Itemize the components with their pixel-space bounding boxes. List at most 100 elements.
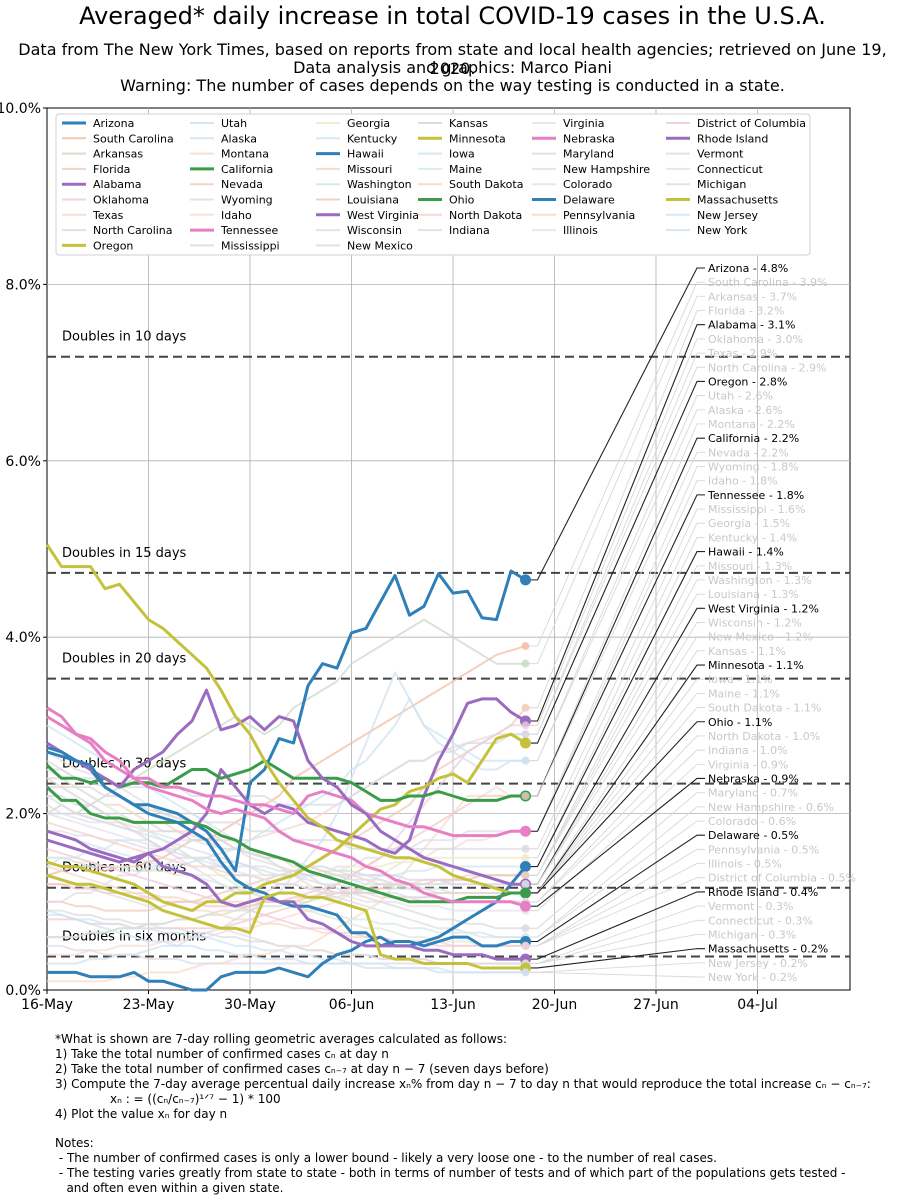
series-line-delaware (46, 746, 526, 948)
footnote-step-2: 2) Take the total number of confirmed ca… (55, 1062, 549, 1076)
series-line-virginia (46, 812, 526, 912)
end-label-pennsylvania: Pennsylvania - 0.5% (708, 843, 819, 856)
end-label-new-hampshire: New Hampshire - 0.6% (708, 801, 834, 814)
legend-label-maine: Maine (449, 163, 482, 176)
legend-label-georgia: Georgia (347, 117, 390, 130)
leader-line-north-carolina (525, 366, 705, 735)
end-label-missouri: Missouri - 1.3% (708, 560, 792, 573)
series-line-montana (47, 786, 526, 983)
series-line-hawaii (47, 865, 527, 992)
end-label-virginia: Virginia - 0.9% (708, 758, 788, 771)
end-dot-georgia (521, 853, 530, 862)
end-label-texas: Texas - 2.9% (707, 347, 777, 360)
end-label-washington: Washington - 1.3% (708, 574, 812, 587)
leader-line-new-mexico (525, 636, 705, 885)
subtitle-warning: Warning: The number of cases depends on … (120, 76, 785, 95)
leader-line-arizona (525, 267, 705, 581)
end-label-wyoming: Wyoming - 1.8% (708, 461, 799, 474)
end-label-rhode-island: Rhode Island - 0.4% (708, 886, 818, 899)
x-tick-label: 23-May (123, 997, 175, 1013)
series-line-ohio (45, 785, 526, 904)
legend-label-north-carolina: North Carolina (93, 224, 173, 237)
legend-label-minnesota: Minnesota (449, 132, 506, 145)
end-label-nebraska: Nebraska - 0.9% (708, 772, 799, 785)
leader-line-virginia (525, 763, 705, 912)
legend-label-california: California (221, 163, 273, 176)
end-label-new-jersey: New Jersey - 0.2% (708, 957, 808, 970)
end-dot-arkansas (521, 659, 530, 668)
notes-heading: Notes: (55, 1136, 94, 1150)
footnote-intro: *What is shown are 7-day rolling geometr… (55, 1032, 508, 1046)
legend-label-michigan: Michigan (697, 178, 746, 191)
legend-label-south-dakota: South Dakota (449, 178, 523, 191)
end-dot-ohio (520, 887, 531, 899)
legend-label-tennessee: Tennessee (220, 224, 279, 237)
end-label-alabama: Alabama - 3.1% (708, 319, 795, 332)
end-label-oklahoma: Oklahoma - 3.0% (708, 333, 803, 346)
end-label-nevada: Nevada - 2.2% (708, 446, 789, 459)
end-label-oregon: Oregon - 2.8% (708, 375, 787, 388)
reference-line-label: Doubles in 20 days (62, 652, 187, 667)
end-label-utah: Utah - 2.6% (708, 390, 773, 403)
leader-line-arkansas (525, 295, 705, 665)
leader-line-oregon (525, 380, 705, 744)
leader-line-nevada (525, 451, 705, 797)
legend-label-louisiana: Louisiana (347, 194, 399, 207)
x-tick-label: 06-Jun (329, 997, 375, 1013)
x-tick-label: 13-Jun (430, 997, 476, 1013)
legend-label-nevada: Nevada (221, 178, 263, 191)
legend-label-nebraska: Nebraska (563, 132, 615, 145)
end-label-iowa: Iowa - 1.1% (708, 673, 773, 686)
leader-line-colorado (525, 820, 705, 938)
legend-label-oklahoma: Oklahoma (93, 194, 149, 207)
leader-line-hawaii (525, 551, 705, 868)
legend-label-arizona: Arizona (93, 117, 134, 130)
end-label-kansas: Kansas - 1.1% (708, 645, 786, 658)
series-line-south-dakota (46, 777, 526, 894)
series-line-north-carolina (47, 733, 526, 806)
legend-label-south-carolina: South Carolina (93, 132, 174, 145)
end-label-ohio: Ohio - 1.1% (708, 716, 772, 729)
leader-line-louisiana (525, 593, 705, 876)
y-tick-label: 8.0% (5, 277, 41, 293)
end-label-michigan: Michigan - 0.3% (708, 928, 796, 941)
legend-label-arkansas: Arkansas (93, 148, 143, 161)
legend-label-vermont: Vermont (697, 148, 744, 161)
legend-label-district-of-columbia: District of Columbia (697, 117, 806, 130)
end-label-georgia: Georgia - 1.5% (708, 517, 790, 530)
legend-label-west-virginia: West Virginia (347, 209, 419, 222)
legend-label-connecticut: Connecticut (697, 163, 764, 176)
end-dot-nevada (521, 791, 530, 800)
end-label-california: California - 2.2% (708, 432, 799, 445)
legend-label-hawaii: Hawaii (347, 148, 384, 161)
end-label-north-dakota: North Dakota - 1.0% (708, 730, 820, 743)
legend-label-delaware: Delaware (563, 194, 615, 207)
end-label-wisconsin: Wisconsin - 1.2% (708, 617, 802, 630)
end-label-arizona: Arizona - 4.8% (708, 262, 788, 275)
legend-label-alaska: Alaska (221, 132, 257, 145)
legend-label-indiana: Indiana (449, 224, 490, 237)
series-line-west-virginia (46, 688, 526, 886)
end-label-new-york: New York - 0.2% (708, 971, 797, 984)
legend-label-massachusetts: Massachusetts (697, 194, 779, 207)
end-dot-new-mexico (521, 880, 530, 889)
leader-line-nebraska (525, 777, 705, 907)
legend-label-alabama: Alabama (93, 178, 142, 191)
end-label-maryland: Maryland - 0.7% (708, 787, 798, 800)
leader-line-mississippi (525, 508, 705, 850)
end-label-kentucky: Kentucky - 1.4% (708, 531, 797, 544)
legend-label-kansas: Kansas (449, 117, 488, 130)
series-line-utah (47, 697, 526, 872)
end-label-florida: Florida - 3.2% (708, 305, 784, 318)
x-tick-label: 20-Jun (532, 997, 578, 1013)
legend-label-idaho: Idaho (221, 209, 252, 222)
end-label-arkansas: Arkansas - 3.7% (708, 290, 797, 303)
y-tick-label: 0.0% (5, 983, 41, 999)
legend-label-mississippi: Mississippi (221, 239, 280, 252)
legend-label-utah: Utah (221, 117, 247, 130)
end-label-connecticut: Connecticut - 0.3% (708, 914, 813, 927)
legend-label-maryland: Maryland (563, 148, 614, 161)
legend-label-new-hampshire: New Hampshire (563, 163, 650, 176)
end-dot-south-carolina (521, 642, 530, 651)
leader-line-rhode-island (525, 891, 705, 960)
